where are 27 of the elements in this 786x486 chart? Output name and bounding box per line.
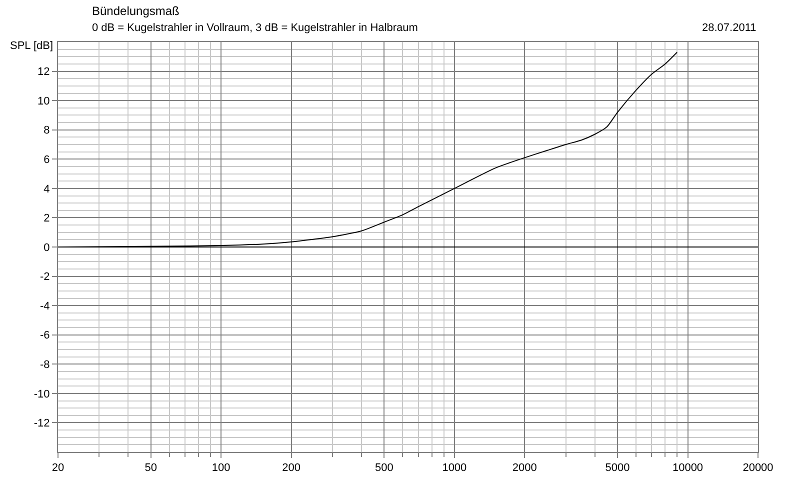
y-tick-label: 0 [44,242,50,254]
x-tick-label: 100 [212,462,230,474]
x-tick-label: 50 [144,462,157,474]
x-tick-label: 10000 [672,462,704,474]
y-tick-label: -6 [40,330,50,342]
x-tick-label: 500 [375,462,394,474]
chart-title: Bündelungsmaß [92,4,180,18]
y-tick-label: 8 [44,124,50,137]
y-tick-label: -10 [34,388,50,400]
y-tick-label: 12 [38,66,50,78]
y-axis-title: SPL [dB] [10,40,54,52]
y-tick-label: -12 [34,418,50,430]
y-tick-label: 6 [44,154,50,166]
x-tick-label: 1000 [442,462,467,474]
x-tick-label: 5000 [605,462,630,474]
y-tick-label: -2 [40,271,50,284]
y-tick-label: 10 [38,95,50,108]
y-tick-label: -8 [40,358,50,371]
chart-subtitle: 0 dB = Kugelstrahler in Vollraum, 3 dB = Kugelstrahler in Halbraum [92,22,418,34]
x-tick-label: 200 [282,462,301,474]
x-tick-label: 20000 [742,462,774,474]
y-tick-label: -4 [40,300,50,312]
x-tick-label: 20 [52,462,64,474]
text: 28.07.2011 [702,22,756,34]
y-tick-label: 2 [44,212,50,225]
y-tick-label: 4 [44,183,50,196]
x-tick-label: 2000 [512,462,537,474]
